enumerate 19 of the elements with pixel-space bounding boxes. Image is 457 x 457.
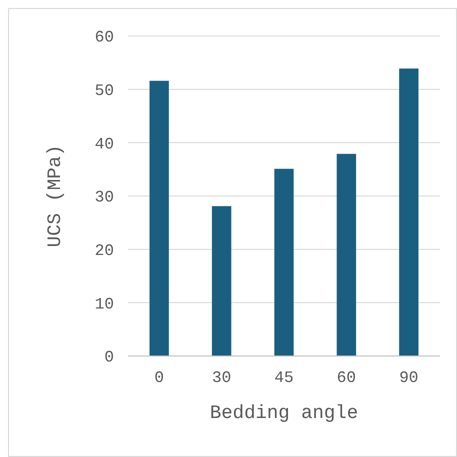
x-tick-label: 45 [274,369,294,387]
bar [150,80,169,356]
y-tick-label: 50 [94,82,114,100]
x-axis-title: Bedding angle [210,402,358,424]
y-tick-label: 60 [94,28,114,47]
bar [212,206,232,356]
x-tick-label: 30 [212,369,232,387]
x-tick-label: 90 [399,369,418,387]
bar [399,68,418,356]
bar [336,154,356,356]
y-tick-label: 0 [104,348,114,367]
y-tick-label: 20 [94,242,114,260]
y-tick-label: 30 [94,188,114,207]
x-tick-label: 0 [154,369,164,387]
x-tick-label: 60 [336,369,356,387]
y-tick-label: 10 [94,295,114,314]
y-axis-title: UCS (MPa) [44,144,66,248]
bar [274,168,294,356]
y-tick-label: 40 [94,135,114,154]
